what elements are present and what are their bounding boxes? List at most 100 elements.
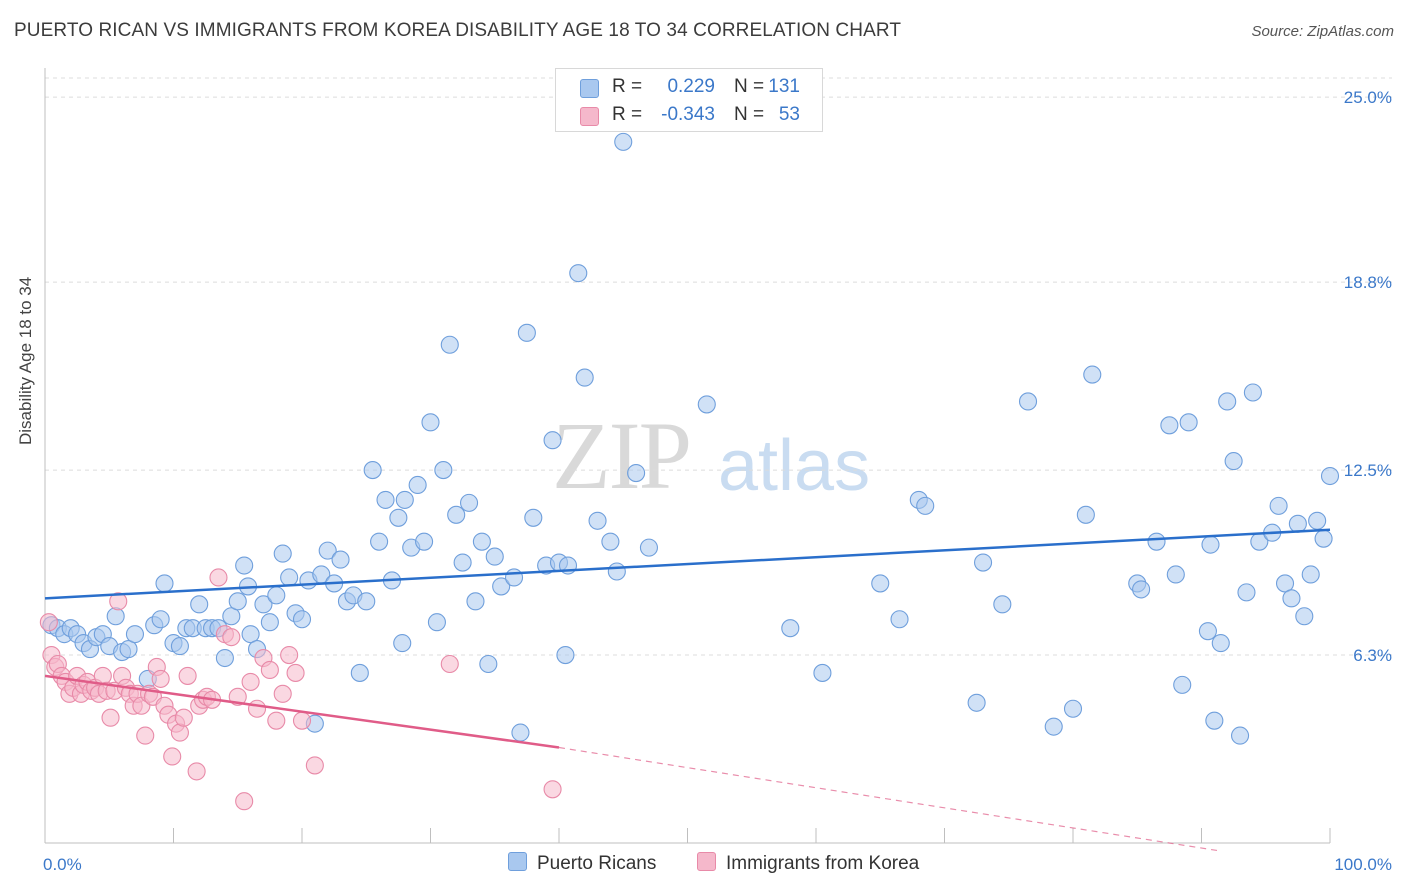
point-puerto-ricans: [155, 574, 174, 593]
point-puerto-ricans: [1314, 529, 1333, 548]
stats-r-value: -0.343: [661, 104, 715, 125]
stats-row-puerto-ricans: R = 0.229 N = 131: [556, 73, 822, 101]
point-puerto-ricans: [235, 556, 254, 575]
legend-label-korea: Immigrants from Korea: [726, 853, 920, 874]
trendline-puerto-ricans: [44, 528, 1331, 600]
point-korea: [267, 711, 286, 730]
stats-r-label: R =: [612, 76, 643, 97]
point-puerto-ricans: [228, 592, 247, 611]
point-puerto-ricans: [415, 532, 434, 551]
point-puerto-ricans: [511, 723, 530, 742]
point-puerto-ricans: [241, 625, 260, 644]
point-puerto-ricans: [569, 264, 588, 283]
point-puerto-ricans: [1201, 535, 1220, 554]
watermark-atlas: atlas: [718, 426, 871, 506]
point-puerto-ricans: [331, 550, 350, 569]
point-puerto-ricans: [280, 568, 299, 587]
trendline-korea: [44, 674, 560, 749]
stats-n-value: 131: [768, 76, 800, 97]
legend-item-korea[interactable]: Immigrants from Korea: [697, 852, 919, 875]
point-puerto-ricans: [1083, 365, 1102, 384]
point-puerto-ricans: [254, 595, 273, 614]
legend-swatch-korea: [697, 852, 716, 871]
point-puerto-ricans: [106, 607, 125, 626]
point-puerto-ricans: [472, 532, 491, 551]
y-tick-label: 6.3%: [1353, 646, 1392, 665]
point-puerto-ricans: [504, 568, 524, 587]
point-puerto-ricans: [421, 413, 440, 432]
point-puerto-ricans: [1275, 574, 1295, 593]
x-tick-label: 100.0%: [1334, 855, 1392, 874]
point-puerto-ricans: [350, 663, 369, 682]
stats-row-korea: R = -0.343 N = 53: [556, 101, 822, 129]
point-puerto-ricans: [973, 553, 993, 572]
point-puerto-ricans: [492, 577, 511, 596]
point-korea: [292, 711, 312, 730]
point-korea: [136, 726, 155, 745]
point-puerto-ricans: [389, 508, 408, 527]
legend-item-puerto-ricans[interactable]: Puerto Ricans: [508, 852, 656, 875]
point-puerto-ricans: [408, 475, 427, 495]
point-korea: [93, 666, 112, 685]
point-puerto-ricans: [1063, 699, 1083, 718]
point-puerto-ricans: [1295, 607, 1314, 626]
point-puerto-ricans: [614, 132, 633, 151]
legend-label-puerto-ricans: Puerto Ricans: [537, 853, 657, 874]
point-puerto-ricans: [260, 613, 279, 632]
point-puerto-ricans: [1160, 416, 1179, 435]
point-puerto-ricans: [190, 595, 209, 614]
point-puerto-ricans: [1308, 511, 1327, 530]
point-puerto-ricans: [967, 693, 986, 712]
point-puerto-ricans: [1320, 466, 1340, 486]
point-puerto-ricans: [273, 544, 292, 563]
stats-r-label: R =: [612, 104, 643, 125]
point-korea: [286, 663, 305, 682]
stats-box: R = 0.229 N = 131 R = -0.343 N = 53: [555, 68, 823, 132]
point-puerto-ricans: [318, 541, 337, 560]
point-puerto-ricans: [292, 610, 312, 629]
point-korea: [39, 613, 58, 632]
point-korea: [174, 708, 193, 727]
point-puerto-ricans: [447, 505, 466, 524]
point-puerto-ricans: [357, 592, 376, 611]
point-puerto-ricans: [1205, 711, 1224, 730]
point-puerto-ricans: [543, 431, 562, 450]
point-korea: [273, 684, 292, 703]
point-puerto-ricans: [627, 463, 646, 483]
point-puerto-ricans: [601, 532, 620, 551]
point-puerto-ricans: [556, 645, 575, 665]
point-puerto-ricans: [1269, 496, 1288, 515]
point-puerto-ricans: [1243, 383, 1262, 402]
point-korea: [247, 699, 267, 718]
point-puerto-ricans: [395, 490, 414, 509]
point-puerto-ricans: [363, 461, 382, 480]
point-puerto-ricans: [479, 654, 498, 674]
y-tick-label: 12.5%: [1344, 461, 1392, 480]
point-korea: [543, 780, 562, 799]
y-tick-label: 18.8%: [1344, 273, 1392, 292]
point-puerto-ricans: [393, 634, 412, 653]
point-korea: [260, 660, 279, 680]
point-puerto-ricans: [151, 610, 170, 629]
y-tick-label: 25.0%: [1344, 88, 1392, 107]
point-puerto-ricans: [1288, 514, 1307, 533]
point-puerto-ricans: [215, 648, 234, 668]
point-puerto-ricans: [466, 592, 485, 611]
point-puerto-ricans: [1179, 413, 1198, 432]
point-korea: [440, 654, 459, 674]
point-puerto-ricans: [890, 610, 909, 629]
point-puerto-ricans: [1301, 565, 1320, 584]
point-puerto-ricans: [993, 595, 1012, 614]
chart-title: PUERTO RICAN VS IMMIGRANTS FROM KOREA DI…: [14, 20, 902, 41]
stats-swatch-puerto-ricans: [580, 79, 599, 98]
point-puerto-ricans: [434, 461, 453, 480]
point-puerto-ricans: [170, 637, 189, 656]
point-puerto-ricans: [524, 508, 543, 527]
trendline-korea-extension: [558, 746, 1221, 852]
point-korea: [151, 669, 170, 688]
point-korea: [305, 756, 324, 775]
point-puerto-ricans: [119, 640, 138, 659]
point-puerto-ricans: [440, 335, 459, 354]
point-puerto-ricans: [485, 547, 504, 566]
